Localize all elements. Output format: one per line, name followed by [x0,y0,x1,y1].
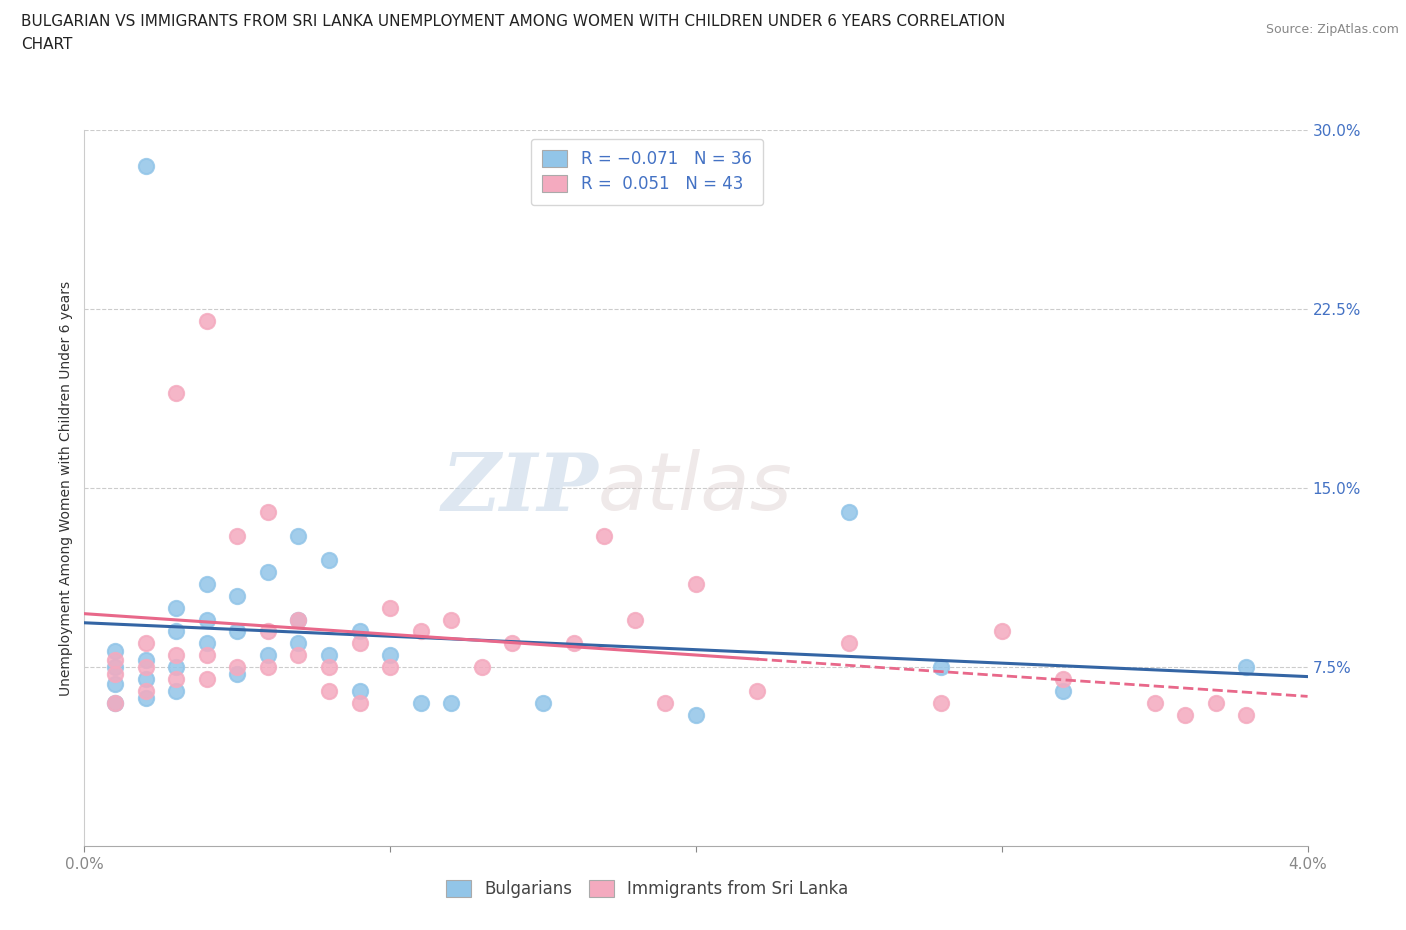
Point [685,577,707,591]
Point [318,660,340,675]
Point [1052,684,1074,698]
Point [685,708,707,723]
Point [287,648,309,663]
Point [104,667,127,682]
Point [226,589,249,604]
Point [593,528,616,543]
Point [165,624,187,639]
Point [501,636,523,651]
Point [929,660,952,675]
Legend: Bulgarians, Immigrants from Sri Lanka: Bulgarians, Immigrants from Sri Lanka [434,868,860,910]
Point [349,624,371,639]
Point [440,612,463,627]
Text: BULGARIAN VS IMMIGRANTS FROM SRI LANKA UNEMPLOYMENT AMONG WOMEN WITH CHILDREN UN: BULGARIAN VS IMMIGRANTS FROM SRI LANKA U… [21,14,1005,29]
Point [135,159,157,174]
Point [318,552,340,567]
Point [257,505,280,520]
Point [195,671,218,686]
Point [135,684,157,698]
Point [287,528,309,543]
Point [1052,671,1074,686]
Point [165,600,187,615]
Point [838,636,860,651]
Point [195,612,218,627]
Point [624,612,647,627]
Text: CHART: CHART [21,37,73,52]
Point [195,648,218,663]
Point [349,696,371,711]
Point [104,660,127,675]
Point [165,684,187,698]
Point [135,671,157,686]
Point [990,624,1012,639]
Point [135,660,157,675]
Point [104,696,127,711]
Point [745,684,768,698]
Point [409,696,432,711]
Point [195,313,218,328]
Point [257,660,280,675]
Point [226,667,249,682]
Text: atlas: atlas [598,449,793,527]
Point [1143,696,1166,711]
Point [257,624,280,639]
Point [440,696,463,711]
Point [165,385,187,400]
Point [1234,660,1257,675]
Point [287,636,309,651]
Point [165,648,187,663]
Point [287,612,309,627]
Point [287,612,309,627]
Point [165,660,187,675]
Point [380,648,402,663]
Point [318,648,340,663]
Point [1234,708,1257,723]
Point [226,660,249,675]
Text: ZIP: ZIP [441,449,598,527]
Point [1174,708,1197,723]
Point [226,528,249,543]
Point [380,600,402,615]
Point [349,684,371,698]
Point [349,636,371,651]
Point [929,696,952,711]
Point [318,684,340,698]
Point [226,624,249,639]
Point [165,671,187,686]
Point [1205,696,1227,711]
Point [838,505,860,520]
Point [104,644,127,658]
Point [135,636,157,651]
Point [195,636,218,651]
Point [409,624,432,639]
Point [471,660,494,675]
Point [562,636,585,651]
Y-axis label: Unemployment Among Women with Children Under 6 years: Unemployment Among Women with Children U… [59,281,73,696]
Point [104,676,127,691]
Text: Source: ZipAtlas.com: Source: ZipAtlas.com [1265,23,1399,36]
Point [257,648,280,663]
Point [531,696,554,711]
Point [654,696,676,711]
Point [135,691,157,706]
Point [104,696,127,711]
Point [195,577,218,591]
Point [257,565,280,579]
Point [135,653,157,668]
Point [380,660,402,675]
Point [104,653,127,668]
